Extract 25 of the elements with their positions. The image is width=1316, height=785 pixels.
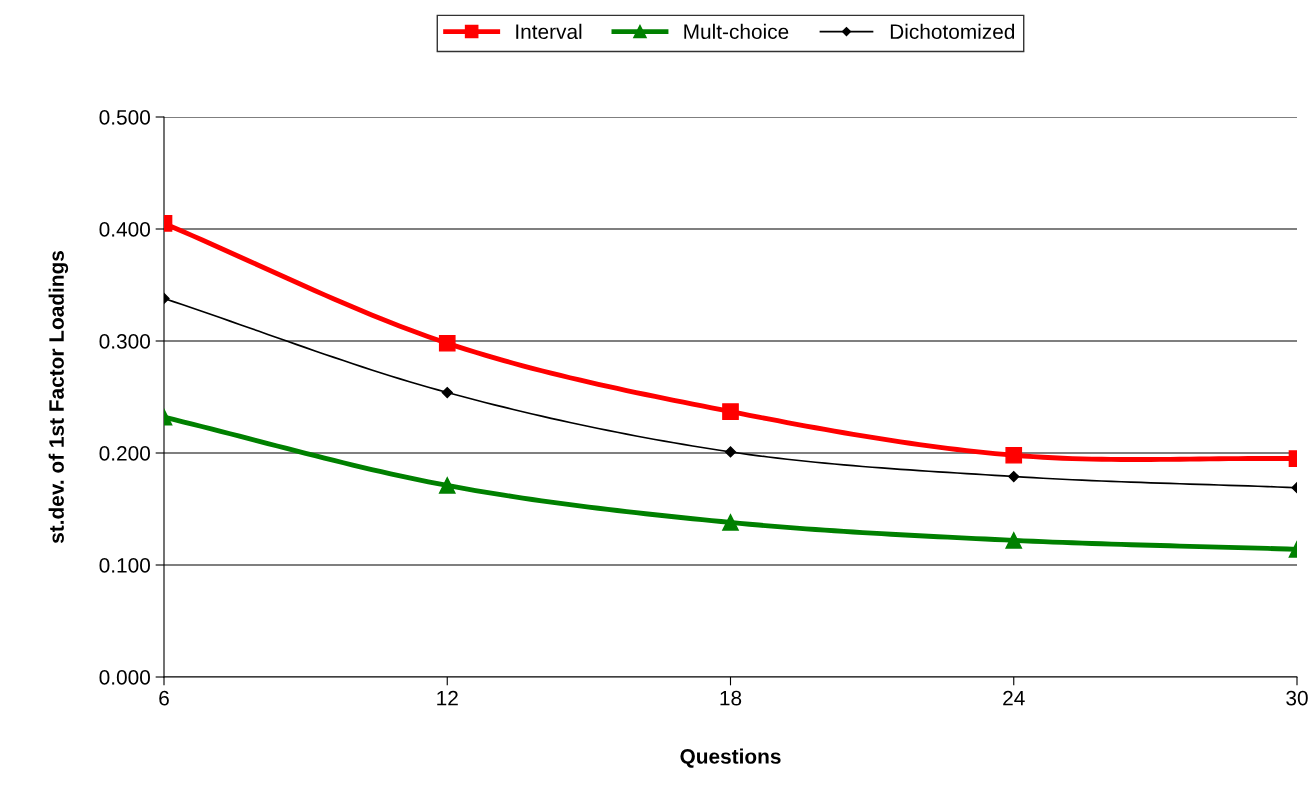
x-tick-label: 12 [437,690,458,706]
point [441,386,453,399]
point [1005,446,1023,464]
point [722,403,739,420]
point [438,334,456,352]
x-tick-label: 24 [1003,690,1025,706]
x-tick-label: 18 [720,690,742,706]
y-tick-label: 0.100 [99,558,150,573]
y-tick-label: 0.000 [99,670,150,685]
legend-label: Dichotomized [890,23,1015,40]
y-tick-label: 0.200 [99,446,150,461]
y-tick-label: 0.500 [99,110,150,125]
legend-label: Interval [516,23,582,40]
point [1008,470,1020,483]
point [722,514,739,531]
point [1005,532,1023,549]
point [724,446,737,458]
x-tick-label: 6 [159,690,169,706]
x-axis-title: Questions [680,748,781,768]
legend-label: Mult-choice [684,23,789,40]
y-tick-label: 0.400 [99,222,150,237]
point [438,477,456,494]
x-tick-label: 30 [1286,690,1308,706]
y-axis-title: st.dev. of 1st Factor Loadings [48,251,69,544]
y-tick-label: 0.300 [99,334,150,349]
